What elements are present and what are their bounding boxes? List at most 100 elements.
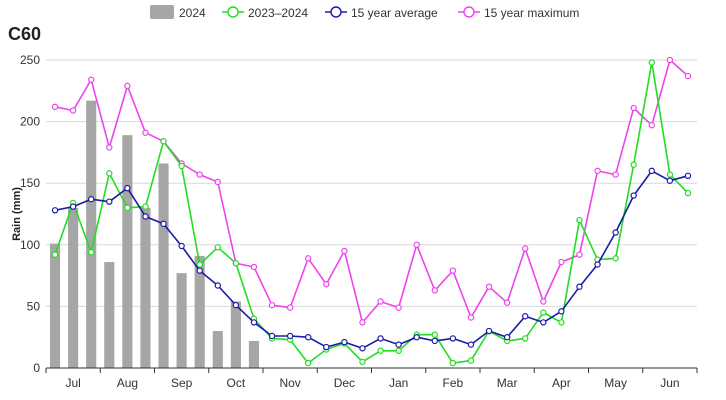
- y-tick-label: 200: [20, 115, 40, 129]
- data-point: [323, 281, 330, 288]
- data-point: [142, 203, 149, 210]
- bar-2024: [194, 255, 205, 368]
- data-point: [341, 338, 348, 346]
- data-point: [576, 251, 583, 258]
- data-point: [395, 347, 402, 354]
- data-point: [431, 287, 438, 294]
- data-point: [214, 244, 221, 251]
- y-tick-label: 0: [33, 361, 40, 375]
- data-point: [540, 309, 547, 316]
- data-point: [431, 331, 438, 338]
- bar-2024: [230, 301, 241, 368]
- bar-2024: [86, 100, 97, 368]
- legend-swatch: [150, 5, 174, 19]
- x-tick-label: Oct: [227, 376, 246, 390]
- x-tick-label: Apr: [552, 376, 571, 390]
- x-tick-label: May: [604, 376, 627, 390]
- series-15-year-average: [51, 167, 692, 352]
- data-point: [160, 138, 167, 145]
- legend-swatch-marker: [227, 6, 239, 18]
- data-point: [214, 178, 221, 186]
- data-point: [630, 161, 637, 168]
- data-point: [268, 332, 276, 340]
- data-point: [413, 334, 420, 341]
- x-tick-label: Jun: [660, 376, 679, 390]
- data-point: [467, 357, 475, 364]
- data-point: [377, 335, 384, 342]
- legend-item: 2023–2024: [222, 6, 308, 20]
- data-point: [69, 107, 77, 114]
- data-point: [51, 251, 59, 258]
- data-point: [51, 207, 59, 214]
- data-point: [178, 162, 185, 170]
- series-line: [54, 61, 689, 364]
- x-tick-label: Feb: [443, 376, 464, 390]
- data-point: [377, 298, 384, 305]
- y-tick-label: 150: [20, 176, 40, 190]
- legend-item: 15 year maximum: [458, 6, 579, 20]
- data-point: [449, 335, 457, 342]
- legend-swatch-marker: [330, 6, 342, 18]
- data-point: [503, 334, 511, 341]
- data-point: [196, 261, 203, 268]
- data-point: [666, 171, 674, 178]
- legend: 2024 2023–2024 15 year average 15 year maxi…: [150, 5, 579, 20]
- data-point: [431, 337, 438, 345]
- data-point: [305, 359, 312, 367]
- data-point: [124, 82, 131, 90]
- data-point: [124, 184, 131, 192]
- bar-2024: [158, 163, 169, 368]
- legend-label: 2023–2024: [248, 6, 308, 20]
- data-point: [232, 260, 240, 267]
- bar-2024: [176, 273, 187, 368]
- chart-title: C60: [8, 24, 41, 44]
- data-point: [522, 245, 529, 252]
- y-tick-label: 50: [27, 299, 41, 313]
- data-point: [467, 341, 475, 348]
- x-tick-label: Mar: [497, 376, 518, 390]
- data-point: [323, 343, 330, 351]
- data-point: [630, 104, 637, 112]
- y-tick-label: 250: [20, 53, 40, 67]
- data-point: [576, 216, 583, 224]
- data-point: [232, 301, 240, 309]
- data-point: [106, 144, 113, 151]
- bar-2024: [140, 207, 151, 368]
- data-point: [341, 247, 348, 255]
- data-point: [106, 198, 113, 205]
- gridlines: [46, 59, 697, 307]
- data-point: [540, 319, 547, 326]
- data-point: [268, 301, 276, 309]
- data-point: [305, 334, 312, 341]
- axes: 0 50 100 150 200 250 Jul Aug Sep Oct Nov Dec Jan Feb M…: [20, 53, 698, 390]
- data-point: [612, 171, 619, 178]
- data-point: [630, 192, 637, 199]
- data-point: [142, 129, 149, 136]
- bar-2024: [248, 340, 260, 368]
- data-point: [612, 229, 619, 236]
- data-point: [196, 267, 203, 274]
- data-point: [558, 319, 565, 326]
- bars-2024: [49, 100, 260, 368]
- data-point: [359, 319, 366, 326]
- legend-label: 15 year average: [351, 6, 438, 20]
- data-point: [88, 248, 95, 256]
- x-tick-label: Nov: [279, 376, 300, 390]
- data-point: [612, 255, 619, 262]
- data-point: [558, 258, 565, 266]
- data-point: [142, 213, 149, 220]
- legend-label: 15 year maximum: [484, 6, 579, 20]
- series-line: [54, 170, 689, 350]
- data-point: [196, 171, 203, 178]
- data-point: [178, 242, 185, 250]
- y-axis-label: Rain (mm): [11, 187, 23, 241]
- legend-item: 15 year average: [325, 6, 438, 20]
- data-point: [88, 196, 95, 203]
- data-point: [160, 220, 167, 228]
- bar-2024: [68, 207, 79, 368]
- data-point: [106, 170, 113, 177]
- data-point: [449, 359, 457, 367]
- data-point: [576, 283, 583, 290]
- line-series: [51, 56, 692, 367]
